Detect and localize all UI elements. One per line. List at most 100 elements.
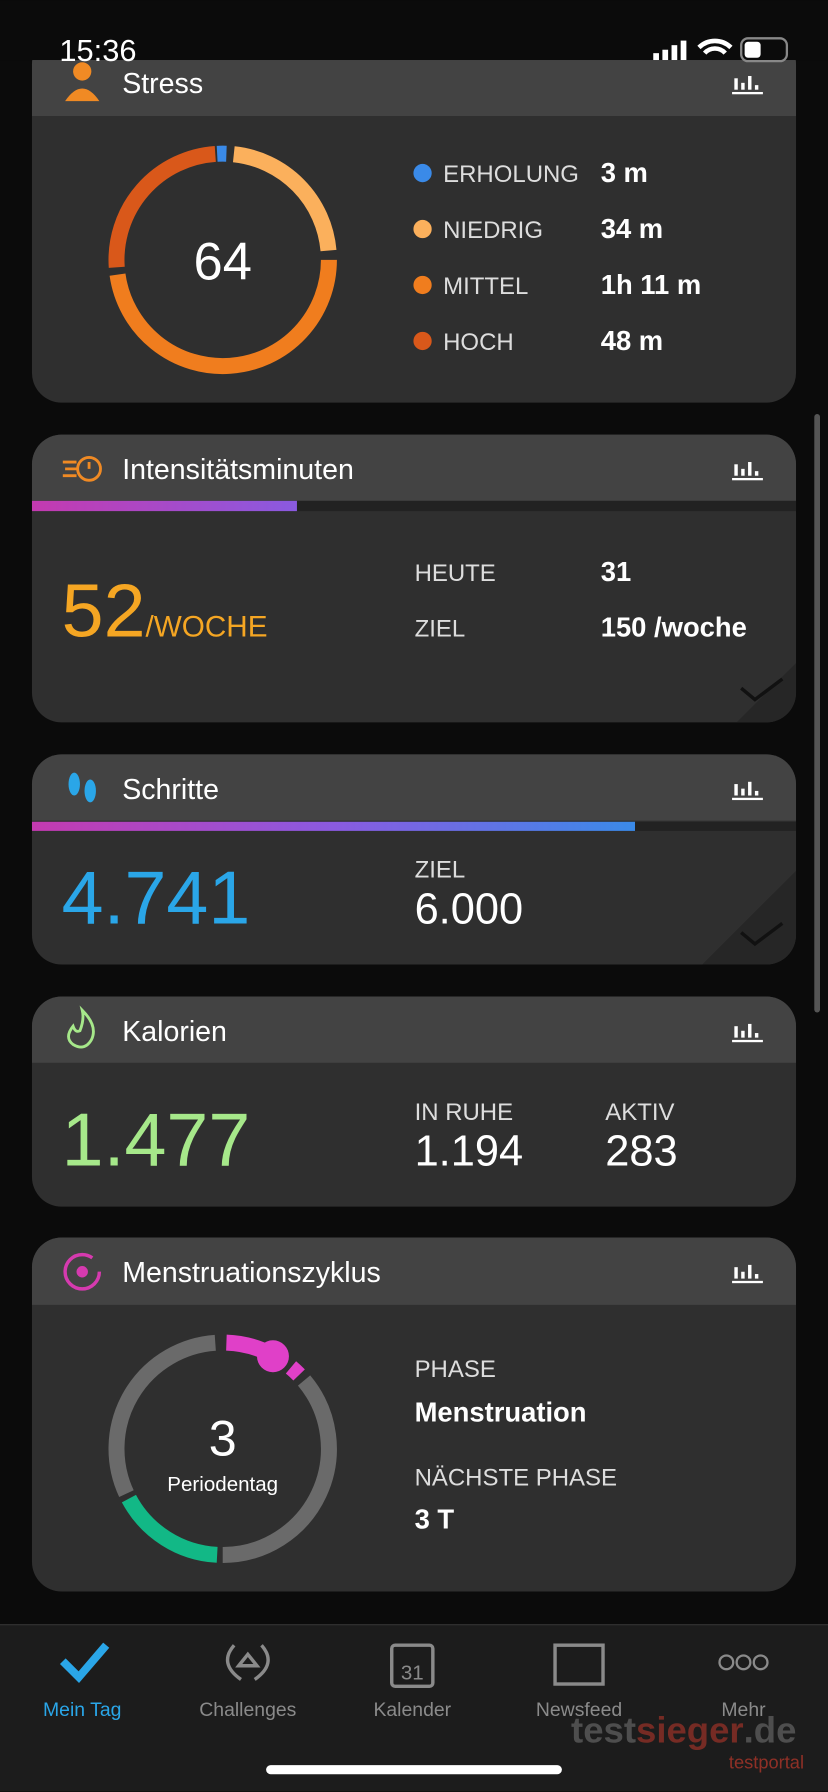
progress-track [31, 500, 797, 512]
chart-icon[interactable] [732, 781, 763, 801]
check [740, 677, 784, 702]
chart-icon-bar [734, 1026, 738, 1038]
card-body [31, 34, 797, 403]
tab-bar [0, 1624, 828, 1792]
tab-label[interactable]: Mehr [721, 1699, 766, 1721]
legend-label: MITTEL [443, 273, 528, 300]
chart-icon-base [732, 91, 763, 95]
row-label: NÄCHSTE PHASE [415, 1464, 617, 1491]
stress-card[interactable]: Stress 64 ERHOLUNG 3 m NIEDRIG 34 m MITTEL 1h… [31, 34, 797, 403]
donut-segment [108, 145, 217, 268]
tab-icon[interactable] [390, 1643, 435, 1689]
watermark-part: sieger [636, 1709, 744, 1750]
chart-icon-bar [734, 78, 738, 90]
goal-label: ZIEL [415, 857, 466, 884]
card-header [31, 754, 797, 821]
unit: /WOCHE [145, 611, 267, 644]
watermark-part: test [571, 1709, 636, 1750]
chart-icon-bar [748, 1264, 752, 1279]
row-value: 3 T [415, 1504, 455, 1535]
chart-icon-bar [754, 85, 759, 90]
watermark: testsieger.de [571, 1709, 796, 1750]
chart-icon-bar [734, 784, 738, 796]
intensity-card[interactable]: Intensitätsminuten 52/WOCHE HEUTE 31 ZIE… [31, 434, 797, 723]
cycle-icon [76, 1266, 88, 1278]
row-value: 31 [601, 556, 631, 587]
battery-level [744, 41, 761, 58]
row-value: 1.194 [415, 1128, 524, 1176]
tab-icon[interactable] [553, 1643, 605, 1686]
steps-icon [68, 772, 80, 796]
steps-icon [84, 779, 96, 803]
tab-icon[interactable] [59, 1642, 110, 1684]
chart-icon[interactable] [732, 1264, 763, 1284]
donut-segment [121, 1494, 218, 1563]
cycle-day-label: Periodentag [167, 1473, 278, 1496]
chart-icon-bar [748, 1023, 752, 1038]
steps-value: 4.741 [62, 855, 251, 939]
calories-card[interactable]: Kalorien 1.477 IN RUHE 1.194 AKTIV 283 [31, 996, 797, 1207]
chart-icon-bar [754, 790, 759, 796]
wifi-icon [697, 38, 733, 55]
row-value: 150 /woche [601, 612, 747, 643]
cycle-card[interactable]: Menstruationszyklus 3 Periodentag PHASE … [31, 1237, 797, 1592]
chart-icon[interactable] [732, 75, 763, 95]
legend-dot [413, 331, 432, 351]
chart-icon-bar [754, 1033, 759, 1038]
tab-icon[interactable] [718, 1654, 769, 1671]
home-indicator [266, 1765, 562, 1775]
tab-label[interactable]: Newsfeed [536, 1699, 622, 1721]
chart-icon-bar [754, 1274, 759, 1279]
stress-score: 64 [193, 232, 251, 291]
steps-card[interactable]: Schritte 4.741 ZIEL 6.000 [31, 754, 797, 965]
legend-label: ERHOLUNG [443, 161, 579, 188]
row-value: 283 [605, 1128, 677, 1176]
chart-icon-bar [741, 1030, 745, 1038]
chart-icon-bar [734, 464, 738, 476]
cycle-donut [108, 1334, 337, 1563]
legend-value: 1h 11 m [601, 269, 702, 300]
chart-icon[interactable] [732, 1023, 763, 1043]
row-label: HEUTE [415, 560, 496, 587]
progress-bar [31, 500, 297, 512]
tab-label[interactable]: Kalender [373, 1699, 451, 1721]
stress-icon [65, 88, 100, 102]
flame-icon [67, 1005, 95, 1049]
timer-icon [76, 456, 102, 482]
value: 52 [62, 569, 146, 653]
row-label: ZIEL [415, 616, 466, 643]
tab-icon[interactable] [225, 1644, 270, 1681]
intensity-value: 52/WOCHE [62, 569, 268, 653]
card-body [31, 1237, 797, 1592]
row-value: Menstruation [415, 1396, 587, 1427]
chart-icon-bar [748, 75, 752, 90]
tab-label[interactable]: Mein Tag [43, 1699, 121, 1721]
calories-value: 1.477 [62, 1098, 251, 1182]
chart-icon-bar [734, 1267, 738, 1279]
chart-icon-bar [741, 1271, 745, 1279]
chart-icon-base [732, 797, 763, 801]
card-title: Kalorien [122, 1016, 227, 1048]
chart-icon-bar [754, 471, 759, 476]
donut-segment [108, 1334, 216, 1498]
cycle-marker [256, 1340, 289, 1373]
donut-segment [285, 1361, 305, 1381]
row-label: AKTIV [605, 1099, 674, 1126]
battery-icon [740, 37, 789, 63]
card-title: Stress [122, 68, 203, 100]
chart-icon-bar [741, 788, 745, 796]
row-label: IN RUHE [415, 1099, 514, 1126]
status-time: 15:36 [59, 33, 136, 68]
check [740, 922, 784, 947]
legend-value: 34 m [601, 213, 663, 244]
cycle-day: 3 [209, 1411, 237, 1467]
timer-icon [62, 460, 91, 478]
tab-label[interactable]: Challenges [199, 1699, 296, 1721]
chart-icon[interactable] [732, 462, 763, 481]
goal-value: 6.000 [415, 885, 524, 933]
legend-dot [413, 163, 432, 183]
chart-icon-base [732, 478, 763, 481]
progress-bar [31, 821, 635, 831]
